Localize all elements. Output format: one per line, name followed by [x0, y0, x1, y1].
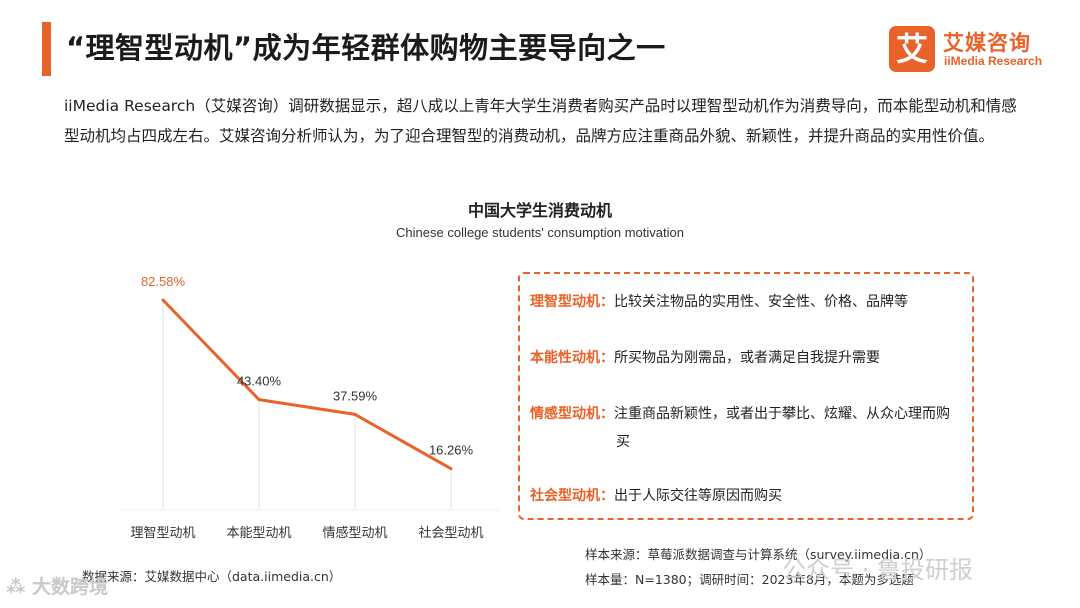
iimedia-logo: 艾 艾媒咨询 iiMedia Research	[889, 26, 1059, 72]
watermark-right: 公众号 · 鲁投研报	[782, 556, 973, 584]
definition-rational: 理智型动机：比较关注物品的实用性、安全性、价格、品牌等	[530, 288, 960, 316]
value-label-4: 16.26%	[429, 443, 474, 458]
logo-text-en: iiMedia Research	[944, 54, 1043, 68]
definition-text: 所买物品为刚需品，或者满足自我提升需要	[614, 350, 880, 366]
definition-text: 出于人际交往等原因而购买	[614, 488, 782, 504]
page-title: “理智型动机”成为年轻群体购物主要导向之一	[66, 31, 666, 65]
series-line	[161, 298, 452, 470]
value-label-2: 43.40%	[237, 374, 282, 389]
logo-mark: 艾	[889, 26, 935, 72]
title-accent-bar	[42, 22, 51, 76]
sample-size: 样本量：N=1380；调研时间：2023年8月，本题为多选题	[585, 572, 914, 587]
definition-key: 社会型动机：	[530, 488, 614, 504]
chart-subtitle: Chinese college students' consumption mo…	[396, 225, 684, 240]
data-point-4	[449, 467, 453, 471]
definition-text: 注重商品新颖性，或者出于攀比、炫耀、从众心理而购买	[614, 406, 950, 450]
intro-paragraph: iiMedia Research（艾媒咨询）调研数据显示，超八成以上青年大学生消…	[64, 97, 1017, 145]
data-point-3	[353, 412, 357, 416]
data-point-2	[257, 398, 261, 402]
definition-instinctive: 本能性动机：所买物品为刚需品，或者满足自我提升需要	[530, 344, 960, 372]
chart-title: 中国大学生消费动机	[467, 201, 612, 220]
watermark-left: ⁂ 大数跨境	[6, 576, 109, 598]
sample-source: 样本来源：草莓派数据调查与计算系统（survey.iimedia.cn）	[585, 547, 932, 562]
data-point-1	[161, 298, 165, 302]
logo-text-cn: 艾媒咨询	[943, 31, 1031, 55]
definitions-box: 理智型动机：比较关注物品的实用性、安全性、价格、品牌等 本能性动机：所买物品为刚…	[518, 272, 974, 520]
value-label-1: 82.58%	[141, 274, 186, 289]
definition-key: 本能性动机：	[530, 350, 614, 366]
category-label-1: 理智型动机	[130, 526, 195, 541]
definition-key: 理智型动机：	[530, 294, 614, 310]
definition-social: 社会型动机：出于人际交往等原因而购买	[530, 482, 960, 510]
category-label-2: 本能型动机	[226, 526, 291, 541]
category-label-3: 情感型动机	[322, 525, 387, 541]
category-label-4: 社会型动机	[418, 525, 483, 541]
data-source: 数据来源：艾媒数据中心（data.iimedia.cn）	[82, 569, 342, 584]
definition-emotional: 情感型动机：注重商品新颖性，或者出于攀比、炫耀、从众心理而购买	[530, 400, 960, 456]
definition-key: 情感型动机：	[530, 406, 614, 422]
definition-text: 比较关注物品的实用性、安全性、价格、品牌等	[614, 294, 908, 310]
value-label-3: 37.59%	[333, 388, 378, 403]
